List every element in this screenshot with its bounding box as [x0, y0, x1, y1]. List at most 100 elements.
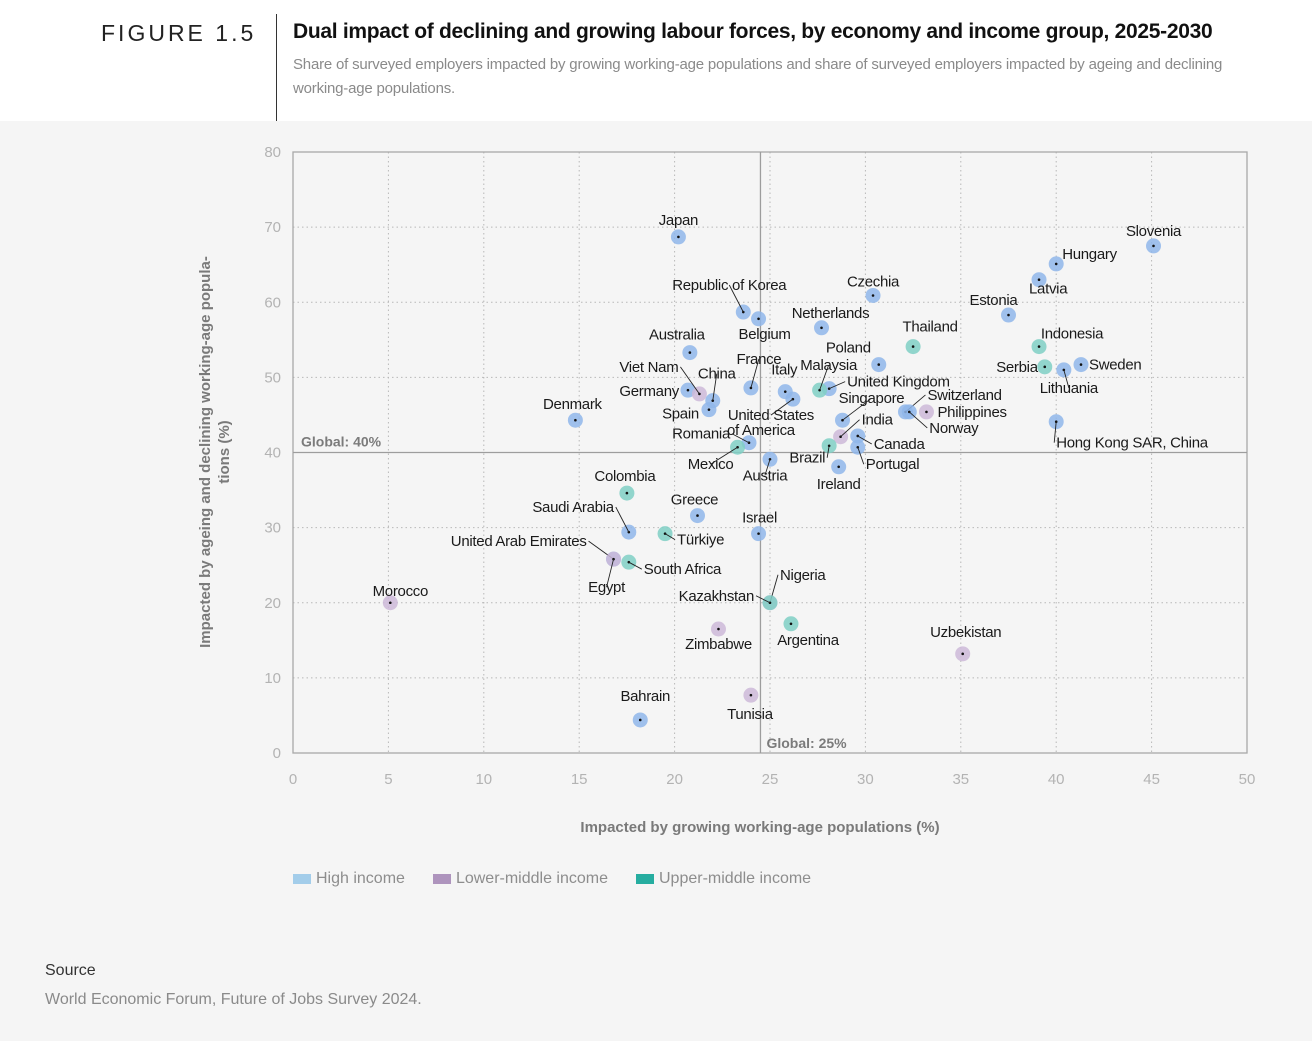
- leader-line: [755, 595, 771, 604]
- leader-line: [615, 506, 630, 533]
- y-tick-label: 70: [264, 219, 281, 236]
- point-label: Spain: [662, 406, 699, 423]
- point-label: Slovenia: [1126, 223, 1182, 240]
- data-point-brazil: Brazil: [789, 438, 837, 467]
- point-label: Romania: [672, 426, 731, 443]
- point-center-dot: [1152, 244, 1155, 248]
- leader-line: [857, 435, 872, 445]
- leader-line: [828, 381, 846, 390]
- data-point-poland: Poland: [826, 340, 887, 373]
- point-label: France: [736, 351, 781, 368]
- data-point-serbia: Serbia: [996, 359, 1053, 376]
- data-point-morocco: Morocco: [373, 583, 428, 611]
- data-point-romania: Romania: [672, 426, 757, 451]
- point-label: Germany: [619, 383, 679, 400]
- data-point-slovenia: Slovenia: [1126, 223, 1182, 254]
- point-label: Austria: [743, 467, 789, 484]
- point-label: Türkiye: [677, 532, 724, 549]
- point-label: Israel: [742, 510, 777, 527]
- point-label: Zimbabwe: [685, 636, 752, 653]
- data-point-czechia: Czechia: [847, 273, 900, 303]
- leader-line: [712, 373, 718, 401]
- data-point-t-rkiye: Türkiye: [657, 526, 724, 549]
- data-point-united-states-of-america: United States of America: [727, 391, 814, 439]
- leader-line: [908, 411, 928, 429]
- source-title: Source: [45, 962, 96, 979]
- data-point-canada: Canada: [850, 428, 926, 453]
- x-tick-label: 30: [857, 771, 874, 788]
- point-label: Philippines: [937, 404, 1006, 421]
- point-label: Indonesia: [1041, 326, 1104, 343]
- leader-line: [710, 446, 738, 465]
- data-point-indonesia: Indonesia: [1031, 326, 1104, 355]
- point-label: United States of America: [727, 407, 814, 439]
- global-y-reference-label: Global: 40%: [301, 434, 382, 450]
- point-label: Morocco: [373, 583, 428, 600]
- y-tick-label: 40: [264, 445, 281, 462]
- y-tick-label: 80: [264, 144, 281, 161]
- data-point-philippines: Philippines: [918, 404, 1007, 421]
- point-label: Netherlands: [792, 305, 870, 322]
- x-tick-label: 40: [1048, 771, 1065, 788]
- data-point-tunisia: Tunisia: [727, 687, 774, 723]
- point-label: Singapore: [839, 390, 905, 407]
- leader-line: [1063, 369, 1070, 388]
- leader-line: [664, 533, 676, 541]
- point-center-dot: [749, 693, 753, 697]
- global-x-reference-label: Global: 25%: [766, 735, 847, 751]
- point-label: Thailand: [903, 319, 958, 336]
- point-center-dot: [925, 410, 928, 414]
- point-label: Viet Nam: [619, 359, 678, 376]
- point-label: Poland: [826, 340, 871, 357]
- point-label: Republic of Korea: [672, 277, 787, 294]
- data-point-india: India: [833, 412, 894, 445]
- data-point-portugal: Portugal: [850, 439, 920, 473]
- point-label: Tunisia: [727, 706, 774, 723]
- point-label: Czechia: [847, 273, 900, 290]
- legend-item: Lower-middle income: [432, 870, 608, 888]
- point-label: Argentina: [777, 632, 839, 649]
- legend-item: Upper-middle income: [636, 870, 811, 888]
- point-center-dot: [757, 317, 760, 321]
- data-point-viet-nam: Viet Nam: [619, 359, 707, 402]
- data-point-japan: Japan: [659, 212, 698, 245]
- point-label: Denmark: [543, 396, 603, 413]
- x-tick-label: 35: [952, 771, 969, 788]
- x-tick-label: 25: [762, 771, 779, 788]
- x-tick-label: 15: [571, 771, 588, 788]
- point-label: India: [862, 412, 894, 429]
- leader-line: [857, 447, 865, 465]
- point-label: Norway: [929, 420, 979, 437]
- leader-line: [680, 366, 700, 395]
- leader-line: [840, 419, 860, 438]
- point-label: Lithuania: [1040, 380, 1099, 397]
- chart-subtitle: Share of surveyed employers impacted by …: [293, 56, 1223, 97]
- data-point-spain: Spain: [662, 402, 717, 423]
- leader-line: [750, 358, 760, 389]
- point-center-dot: [574, 418, 577, 422]
- data-point-ireland: Ireland: [817, 459, 861, 493]
- point-label: Belgium: [739, 326, 791, 343]
- leader-line: [764, 459, 771, 476]
- point-label: Bahrain: [620, 688, 670, 705]
- point-center-dot: [877, 363, 881, 366]
- leader-line: [731, 433, 750, 444]
- point-label: Switzerland: [927, 387, 1001, 404]
- point-label: United Kingdom: [847, 374, 950, 391]
- data-point-bahrain: Bahrain: [620, 688, 670, 728]
- point-center-dot: [757, 532, 760, 535]
- point-label: Malaysia: [800, 357, 858, 374]
- point-center-dot: [1054, 262, 1058, 266]
- leader-line: [1053, 421, 1057, 443]
- point-center-dot: [696, 514, 699, 517]
- source-text: World Economic Forum, Future of Jobs Sur…: [45, 991, 422, 1008]
- x-axis-title: Impacted by growing working-age populati…: [580, 819, 939, 836]
- data-point-latvia: Latvia: [1029, 272, 1069, 298]
- data-point-uzbekistan: Uzbekistan: [930, 624, 1002, 662]
- point-center-dot: [871, 294, 875, 297]
- legend-label: Upper-middle income: [659, 870, 812, 887]
- x-tick-label: 45: [1143, 771, 1160, 788]
- point-label: Portugal: [866, 456, 919, 473]
- data-point-sweden: Sweden: [1073, 357, 1142, 374]
- point-center-dot: [717, 627, 720, 631]
